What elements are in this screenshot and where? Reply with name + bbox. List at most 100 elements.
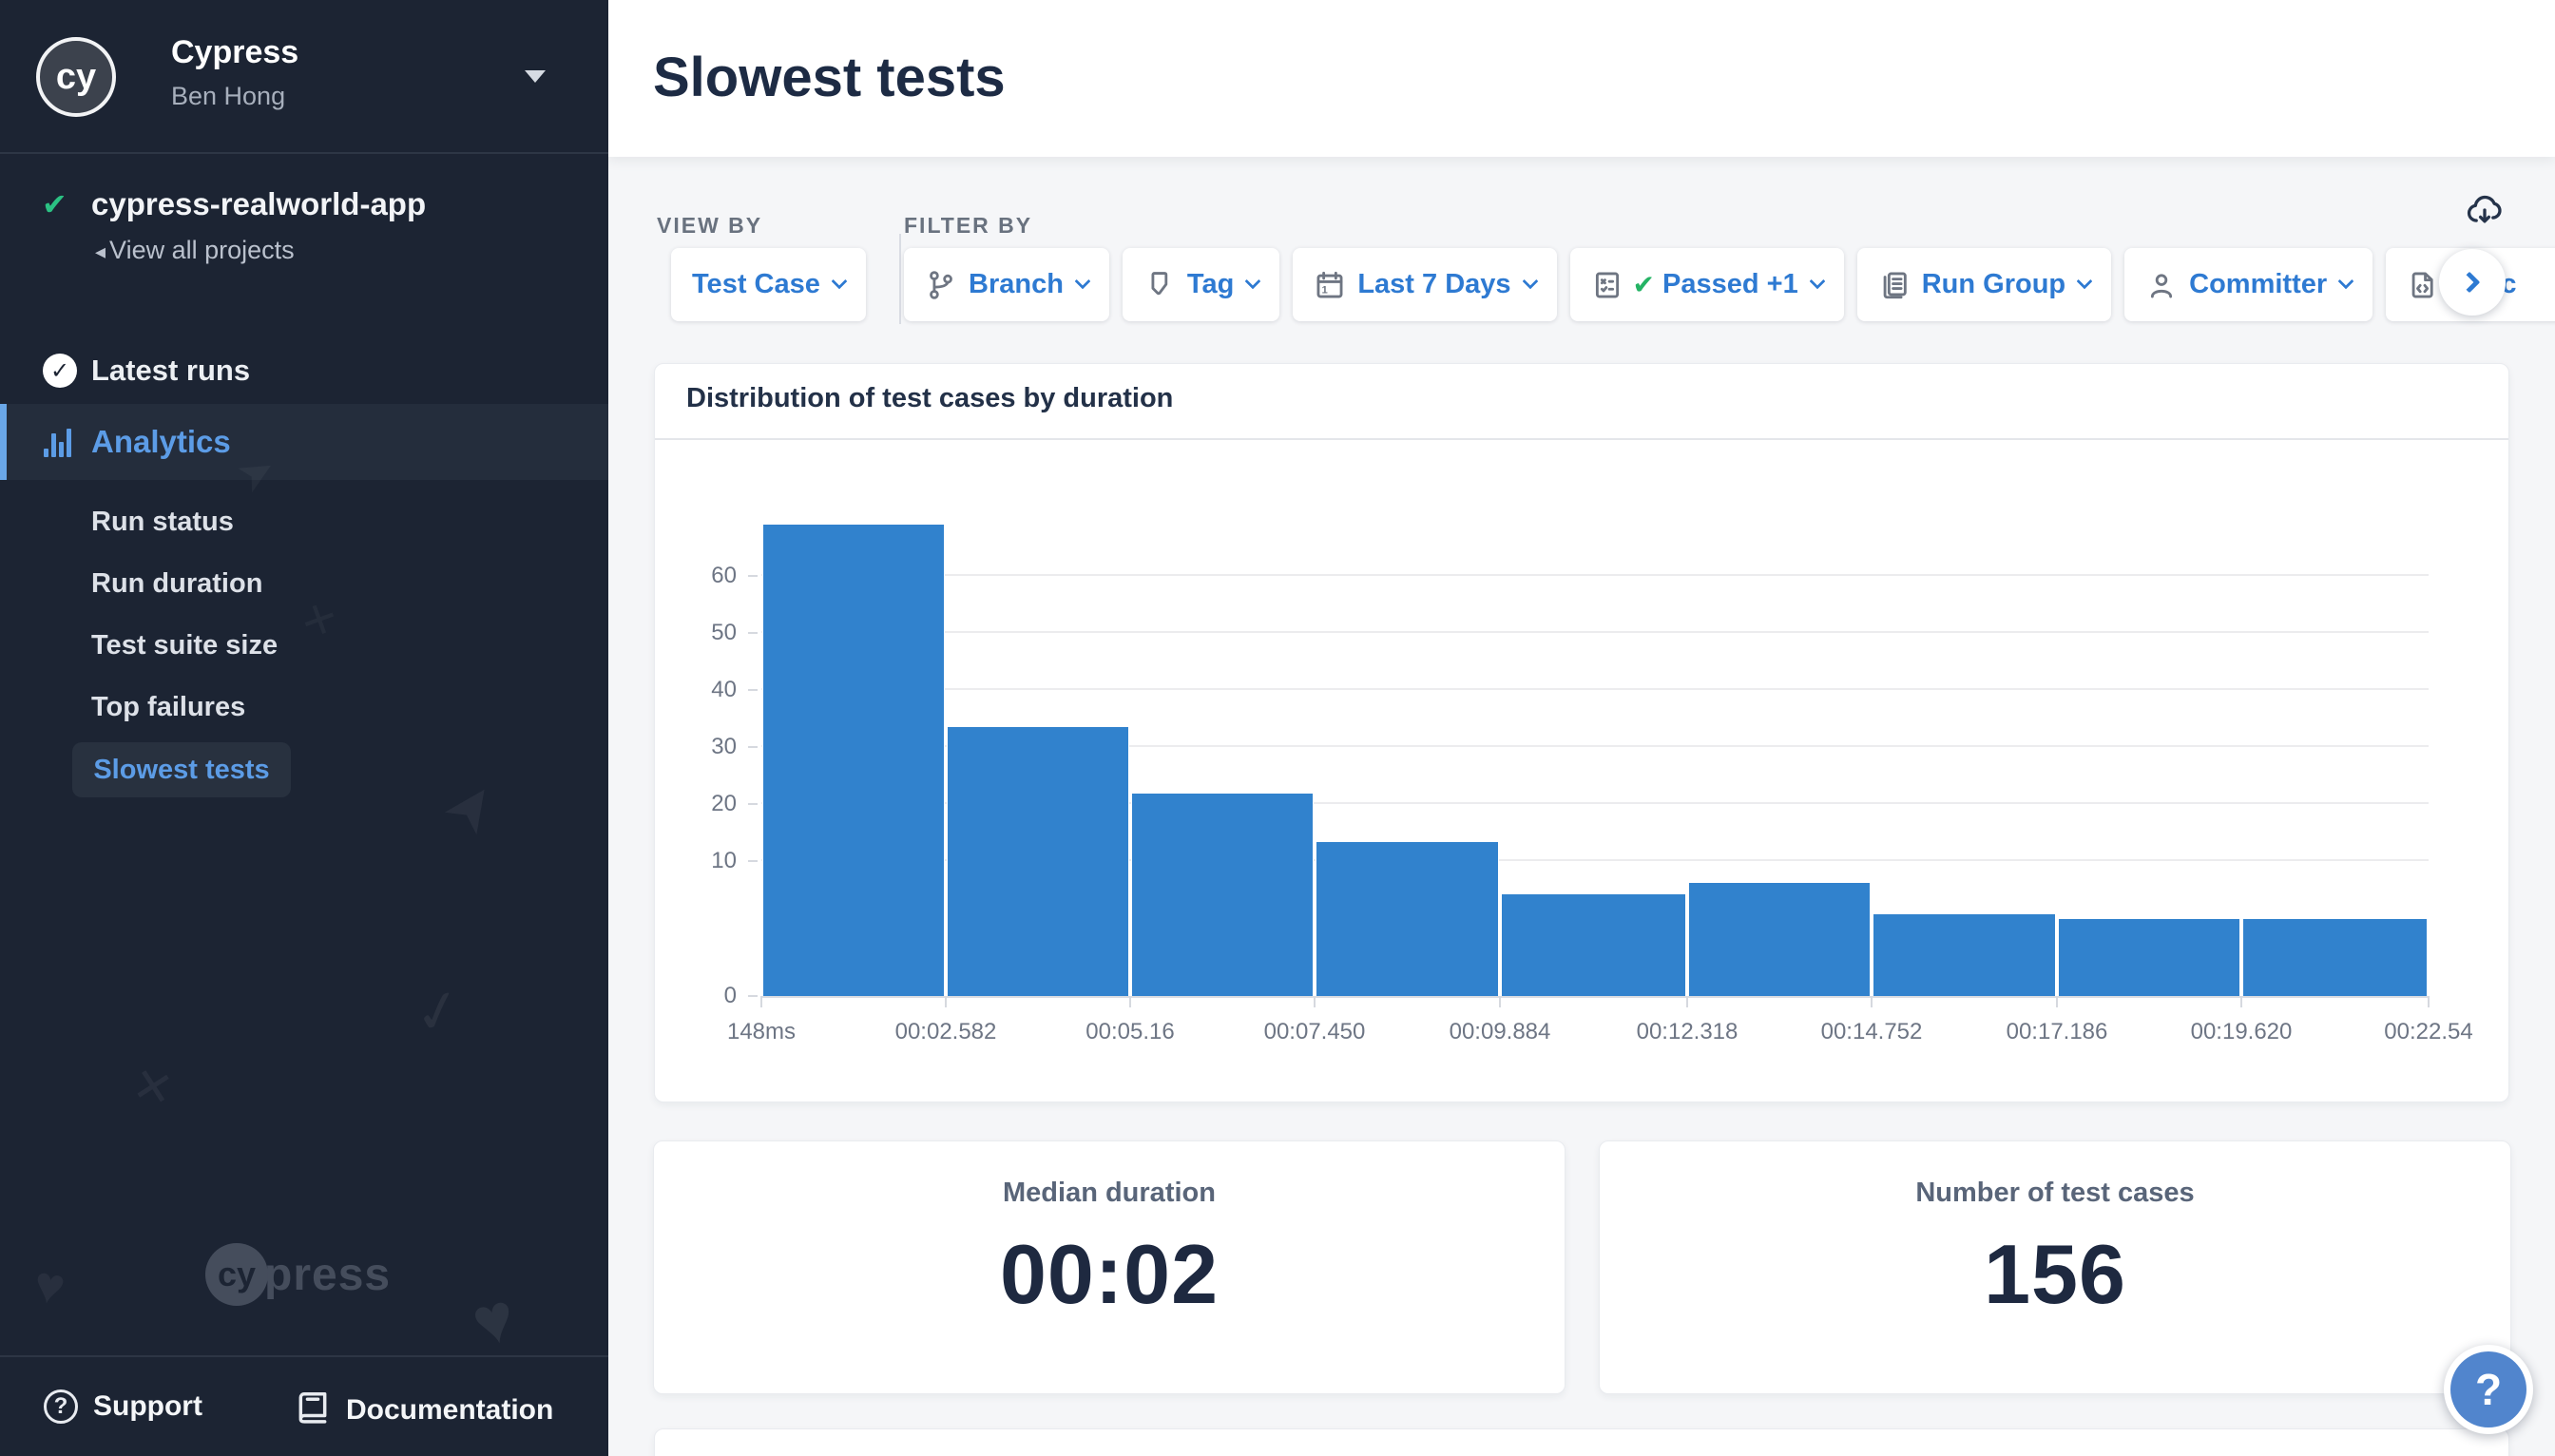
histogram-bar[interactable] bbox=[1501, 893, 1686, 996]
view-all-projects-link[interactable]: ◂ View all projects bbox=[95, 236, 295, 265]
question-mark-icon: ? bbox=[2450, 1351, 2526, 1427]
org-avatar[interactable]: cy bbox=[36, 37, 116, 117]
chevron-down-icon bbox=[1074, 273, 1091, 289]
chevron-down-icon bbox=[1244, 273, 1261, 289]
tag-filter-dropdown[interactable]: Tag bbox=[1122, 248, 1280, 321]
chevron-down-icon bbox=[2337, 273, 2354, 289]
org-name: Cypress bbox=[171, 34, 299, 70]
histogram-bar[interactable] bbox=[2058, 918, 2240, 996]
histogram-bar[interactable] bbox=[762, 524, 945, 996]
main-content: Slowest tests VIEW BY FILTER BY Test Cas… bbox=[608, 0, 2555, 1456]
x-axis-tick bbox=[2428, 996, 2430, 1007]
view-all-projects-label: View all projects bbox=[109, 236, 295, 264]
sidebar-item-top-failures[interactable]: Top failures bbox=[91, 692, 246, 722]
x-axis-label: 00:17.186 bbox=[2006, 1019, 2108, 1044]
stat-label: Median duration bbox=[1003, 1178, 1216, 1208]
y-axis-label: 0 bbox=[723, 983, 737, 1008]
person-icon bbox=[2151, 273, 2173, 297]
y-axis-label: 60 bbox=[711, 563, 737, 588]
cypress-watermark-cy: cy bbox=[205, 1243, 268, 1306]
histogram-bar[interactable] bbox=[1688, 882, 1871, 996]
sidebar-item-analytics[interactable]: Analytics bbox=[0, 404, 608, 480]
filter-by-label: FILTER BY bbox=[904, 213, 1033, 238]
histogram-bar[interactable] bbox=[1131, 793, 1314, 996]
y-axis-label: 40 bbox=[711, 677, 737, 702]
sidebar-item-label: Latest runs bbox=[91, 354, 251, 387]
chevron-right-icon bbox=[2458, 271, 2481, 294]
gridline bbox=[761, 859, 2429, 861]
dropdown-label: Committer bbox=[2189, 269, 2328, 299]
y-axis-tick bbox=[748, 746, 758, 748]
svg-text:1: 1 bbox=[1322, 284, 1328, 296]
chevron-down-icon bbox=[1522, 273, 1539, 289]
scroll-filters-right-button[interactable] bbox=[2439, 249, 2506, 316]
histogram-bar[interactable] bbox=[2242, 918, 2428, 996]
histogram-bar[interactable] bbox=[1316, 841, 1499, 996]
x-axis-tick bbox=[760, 996, 762, 1007]
decorative-glyph: ♥ bbox=[464, 1278, 523, 1362]
chart-card: Distribution of test cases by duration 0… bbox=[654, 363, 2509, 1102]
x-axis-tick bbox=[1314, 996, 1316, 1007]
chart-title: Distribution of test cases by duration bbox=[686, 383, 1174, 413]
x-axis-tick bbox=[1686, 996, 1688, 1007]
dropdown-label: Run Group bbox=[1921, 269, 2066, 299]
y-axis-label: 30 bbox=[711, 734, 737, 759]
support-link[interactable]: ? Support bbox=[44, 1389, 202, 1424]
sidebar-divider bbox=[0, 152, 608, 154]
committer-filter-dropdown[interactable]: Committer bbox=[2124, 248, 2373, 321]
chevron-down-icon bbox=[831, 273, 848, 289]
dropdown-label: Last 7 Days bbox=[1357, 269, 1511, 299]
bar-chart-icon bbox=[41, 426, 75, 465]
org-switcher-caret-icon[interactable] bbox=[525, 70, 546, 83]
export-cloud-download-icon[interactable] bbox=[2464, 190, 2506, 232]
sidebar-item-project-settings[interactable]: Project settings bbox=[0, 819, 608, 872]
question-circle-icon: ? bbox=[44, 1389, 78, 1424]
y-axis-tick bbox=[748, 860, 758, 862]
documentation-label: Documentation bbox=[346, 1393, 554, 1426]
date-range-filter-dropdown[interactable]: 1 Last 7 Days bbox=[1293, 248, 1557, 321]
chart-header-divider bbox=[655, 438, 2508, 440]
y-axis-label: 10 bbox=[711, 848, 737, 873]
x-axis-tick bbox=[1499, 996, 1501, 1007]
sidebar-item-run-status[interactable]: Run status bbox=[91, 507, 234, 537]
dropdown-label: Test Case bbox=[692, 269, 820, 299]
x-axis-label: 148ms bbox=[726, 1019, 797, 1044]
y-axis-tick bbox=[748, 803, 758, 805]
sidebar-item-latest-runs[interactable]: ✓ Latest runs bbox=[0, 344, 608, 397]
x-axis-tick bbox=[2056, 996, 2058, 1007]
histogram-bar[interactable] bbox=[947, 726, 1129, 996]
decorative-glyph: ♥ bbox=[29, 1255, 70, 1317]
test-case-count-card: Number of test cases 156 bbox=[1599, 1140, 2511, 1394]
project-check-icon: ✔ bbox=[42, 187, 67, 221]
y-axis-tick bbox=[748, 995, 758, 997]
back-arrow-icon: ◂ bbox=[95, 239, 106, 263]
y-axis-tick bbox=[748, 575, 758, 577]
page-header: Slowest tests bbox=[608, 0, 2555, 157]
sidebar-item-test-suite-size[interactable]: Test suite size bbox=[91, 630, 279, 661]
cypress-watermark-press: press bbox=[264, 1249, 392, 1300]
sidebar-footer-divider bbox=[0, 1355, 608, 1357]
tag-icon bbox=[1151, 271, 1168, 295]
y-axis-tick bbox=[748, 689, 758, 691]
histogram-bar[interactable] bbox=[1873, 913, 2056, 996]
gridline bbox=[761, 631, 2429, 633]
sidebar-item-slowest-tests[interactable]: Slowest tests bbox=[72, 742, 291, 797]
y-axis-label: 50 bbox=[711, 620, 737, 645]
chevron-down-icon bbox=[1809, 273, 1826, 289]
help-button[interactable]: ? bbox=[2444, 1345, 2533, 1434]
x-axis-label: 00:09.884 bbox=[1449, 1019, 1551, 1044]
documentation-link[interactable]: Documentation bbox=[295, 1389, 553, 1430]
dropdown-label: Passed +1 bbox=[1662, 269, 1798, 299]
checklist-icon bbox=[1595, 272, 1619, 297]
org-user-name: Ben Hong bbox=[171, 82, 286, 110]
run-group-filter-dropdown[interactable]: Run Group bbox=[1856, 248, 2112, 321]
gridline bbox=[761, 688, 2429, 690]
view-by-test-case-dropdown[interactable]: Test Case bbox=[671, 248, 866, 321]
sidebar-item-run-duration[interactable]: Run duration bbox=[91, 568, 263, 599]
branch-filter-dropdown[interactable]: Branch bbox=[904, 248, 1109, 321]
view-by-label: VIEW BY bbox=[657, 213, 763, 238]
chevron-down-icon bbox=[2076, 273, 2093, 289]
git-branch-icon bbox=[930, 270, 952, 299]
status-filter-dropdown[interactable]: ✔ Passed +1 bbox=[1569, 248, 1844, 321]
check-circle-icon: ✓ bbox=[43, 354, 77, 388]
